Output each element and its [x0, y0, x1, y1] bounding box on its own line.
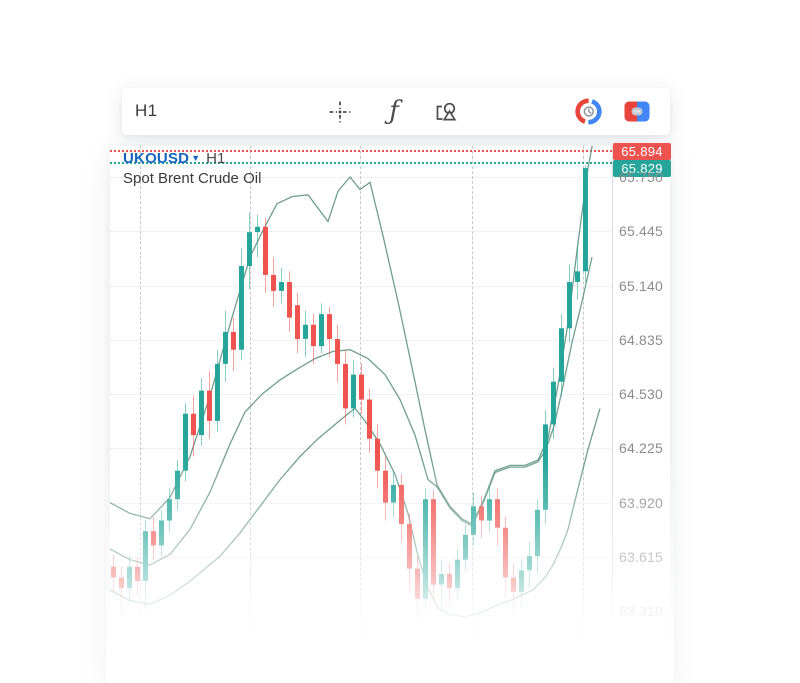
candle-body [327, 314, 332, 339]
timeframe-button[interactable]: H1 [135, 101, 158, 120]
chevron-down-icon[interactable]: ▼ [191, 153, 201, 163]
candle-body [527, 556, 532, 571]
candle-body [383, 470, 388, 503]
price-axis-label: 64.225 [619, 440, 664, 457]
candle-body [135, 566, 140, 581]
candle-body [279, 282, 284, 291]
candle-body [543, 424, 548, 510]
candle-body [495, 499, 500, 528]
candle-body [351, 374, 356, 409]
indicators-function-icon[interactable]: ƒ [380, 98, 408, 125]
candle-body [551, 381, 556, 425]
candle-body [239, 266, 244, 350]
candle-body [207, 390, 212, 421]
candle-body [479, 506, 484, 521]
candle-body [567, 282, 572, 329]
candle-body [575, 271, 580, 282]
candle-body [407, 524, 412, 569]
symbol-description: Spot Brent Crude Oil [123, 170, 262, 187]
chart-area[interactable]: UKOUSD ▼ H1 Spot Brent Crude Oil 65.894 65… [106, 143, 674, 683]
candle-body [167, 499, 172, 521]
candle-body [255, 226, 260, 233]
candle-body [175, 470, 180, 500]
candle-body [511, 577, 516, 592]
candle-body [215, 363, 220, 421]
price-axis-label: 64.530 [619, 386, 664, 403]
candle-body [247, 232, 252, 266]
candle-body [303, 324, 308, 339]
candle-body [271, 274, 276, 291]
candle-body [535, 509, 540, 557]
candle-body [423, 499, 428, 599]
candle-body [151, 531, 156, 546]
symbol-selector[interactable]: UKOUSD [123, 150, 190, 167]
chart-toolbar: H1 ƒ [122, 88, 670, 135]
price-axis-separator [612, 146, 613, 681]
svg-text:ƒ: ƒ [384, 98, 403, 125]
objects-icon[interactable] [432, 98, 460, 125]
candle-body [343, 363, 348, 409]
price-axis-label: 65.750 [619, 169, 664, 185]
candlestick-plot [110, 146, 601, 622]
price-axis-label: 63.615 [619, 549, 664, 566]
candle-body [583, 168, 588, 272]
candle-body [287, 282, 292, 318]
candle-body [391, 484, 396, 503]
candle-body [199, 390, 204, 436]
candle-body [159, 520, 164, 546]
candle-body [519, 570, 524, 592]
candle-body [319, 314, 324, 347]
candle-body [143, 531, 148, 581]
price-axis-label: 65.140 [619, 277, 664, 294]
crosshair-icon[interactable] [326, 98, 354, 125]
trading-sessions-clock-icon[interactable] [574, 98, 602, 125]
candle-body [447, 573, 452, 589]
candle-body [487, 499, 492, 521]
header-timeframe-label: H1 [206, 150, 226, 167]
one-click-trading-icon[interactable] [623, 98, 651, 125]
candle-body [359, 374, 364, 400]
candle-body [463, 534, 468, 560]
price-axis-label: 65.445 [619, 223, 664, 240]
ask-price-badge: 65.894 [613, 143, 671, 160]
candle-body [223, 331, 228, 364]
candle-body [431, 499, 436, 585]
price-axis-label: 63.920 [619, 494, 664, 511]
candle-body [119, 577, 124, 589]
candle-body [263, 226, 268, 275]
candle-body [191, 413, 196, 436]
candle-body [503, 527, 508, 578]
candle-body [311, 324, 316, 347]
candle-body [399, 484, 404, 525]
candle-body [127, 566, 132, 589]
price-axis-label: 63.005 [619, 657, 664, 674]
candle-body [375, 438, 380, 471]
candle-body [335, 339, 340, 364]
candle-body [367, 399, 372, 439]
price-axis-label: 63.310 [619, 603, 664, 620]
chart-header: UKOUSD ▼ H1 [123, 150, 225, 167]
candle-body [439, 573, 444, 585]
candle-body [415, 568, 420, 599]
candle-body [455, 559, 460, 589]
candle-body [111, 566, 116, 578]
candle-body [183, 413, 188, 471]
candle-body [231, 331, 236, 350]
candle-body [295, 305, 300, 339]
candle-body [559, 328, 564, 382]
candle-body [471, 506, 476, 535]
price-axis-label: 64.835 [619, 331, 664, 348]
